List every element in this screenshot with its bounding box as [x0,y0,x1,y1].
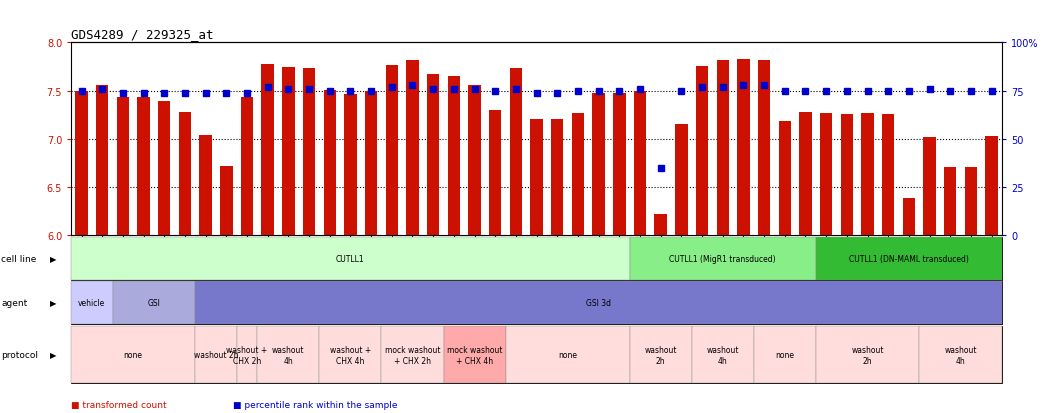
Text: washout
4h: washout 4h [272,345,305,365]
Bar [427,75,440,235]
Text: none: none [775,350,795,359]
Text: washout 2h: washout 2h [194,350,239,359]
Bar [220,166,232,235]
Text: ▶: ▶ [50,299,57,307]
Text: ■ transformed count: ■ transformed count [71,400,166,408]
Bar [137,98,150,235]
Text: vehicle: vehicle [79,299,106,307]
Bar [862,114,874,235]
Bar [324,90,336,235]
Text: washout +
CHX 4h: washout + CHX 4h [330,345,371,365]
Bar [654,214,667,235]
Bar [758,61,771,235]
Bar [716,61,729,235]
Text: CUTLL1 (MigR1 transduced): CUTLL1 (MigR1 transduced) [669,254,776,263]
Bar [985,137,998,235]
Text: washout +
CHX 2h: washout + CHX 2h [226,345,268,365]
Bar [385,65,398,235]
Bar [882,114,894,235]
Bar [303,69,315,235]
Bar [799,112,811,235]
Bar [241,98,253,235]
Text: washout
4h: washout 4h [707,345,739,365]
Text: washout
4h: washout 4h [944,345,977,365]
Bar [675,125,688,235]
Bar [158,102,171,235]
Text: none: none [124,350,142,359]
Bar [964,167,977,235]
Text: protocol: protocol [1,350,38,359]
Bar [696,66,708,235]
Bar [406,61,419,235]
Text: ■ percentile rank within the sample: ■ percentile rank within the sample [233,400,398,408]
Bar [448,77,460,235]
Bar [489,111,502,235]
Bar [737,60,750,235]
Bar [779,122,790,235]
Text: GDS4289 / 229325_at: GDS4289 / 229325_at [71,28,214,41]
Text: ▶: ▶ [50,254,57,263]
Bar [344,95,357,235]
Bar [633,91,646,235]
Bar [75,91,88,235]
Text: CUTLL1 (DN-MAML transduced): CUTLL1 (DN-MAML transduced) [849,254,968,263]
Text: ▶: ▶ [50,350,57,359]
Bar [199,135,211,235]
Bar [903,199,915,235]
Text: CUTLL1: CUTLL1 [336,254,364,263]
Bar [551,120,563,235]
Text: none: none [558,350,577,359]
Bar [923,138,936,235]
Bar [468,85,481,235]
Text: mock washout
+ CHX 2h: mock washout + CHX 2h [384,345,440,365]
Bar [510,69,522,235]
Text: mock washout
+ CHX 4h: mock washout + CHX 4h [447,345,503,365]
Bar [593,94,605,235]
Text: washout
2h: washout 2h [851,345,884,365]
Text: washout
2h: washout 2h [645,345,677,365]
Bar [283,67,294,235]
Bar [820,114,832,235]
Bar [531,119,542,235]
Bar [365,91,377,235]
Bar [944,167,957,235]
Bar [572,114,584,235]
Bar [96,85,109,235]
Bar [262,64,274,235]
Text: GSI: GSI [148,299,160,307]
Text: agent: agent [1,299,27,307]
Bar [116,98,129,235]
Text: cell line: cell line [1,254,37,263]
Bar [614,94,625,235]
Bar [841,114,853,235]
Text: GSI 3d: GSI 3d [586,299,611,307]
Bar [179,112,192,235]
